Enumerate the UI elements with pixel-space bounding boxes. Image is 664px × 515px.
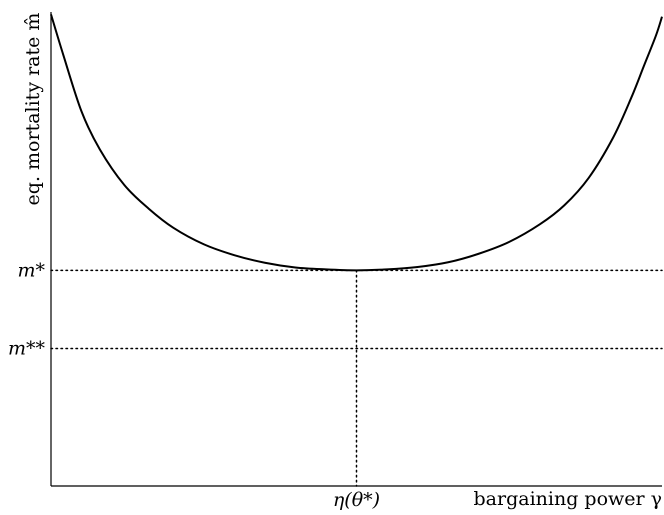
y-axis-label: eq. mortality rate m̂ xyxy=(22,13,44,206)
reference-lines xyxy=(50,269,663,487)
series-line-mortality xyxy=(50,14,663,272)
x-axis-label: bargaining power γ xyxy=(474,488,662,510)
reference-label-1: m** xyxy=(8,338,46,360)
reference-labels: m* m** η(θ*) xyxy=(8,259,380,511)
reference-label-2: η(θ*) xyxy=(333,489,380,511)
reference-label-0: m* xyxy=(17,259,45,281)
